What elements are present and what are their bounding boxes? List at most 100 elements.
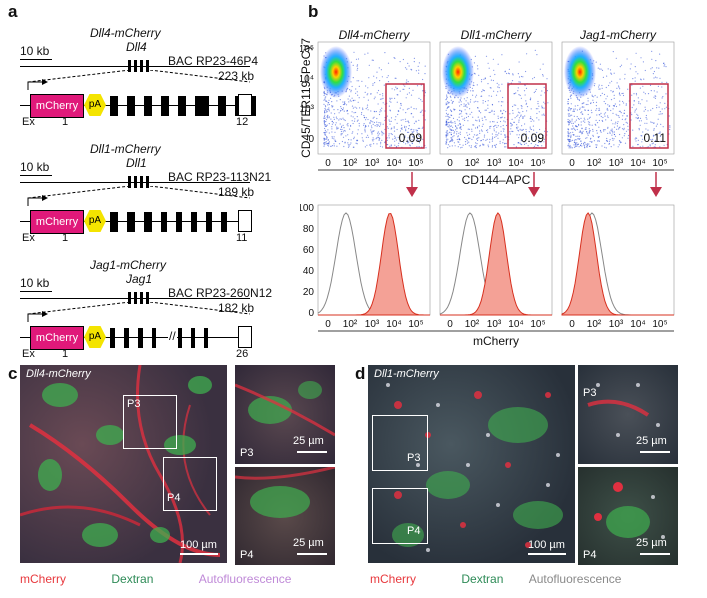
scatter-point: [472, 94, 474, 96]
scatter-point: [602, 116, 604, 119]
dll1-roi-p4-label: P4: [407, 525, 421, 537]
scatter-point: [634, 77, 636, 79]
scatter-point: [591, 94, 593, 96]
last-exon: [238, 94, 252, 116]
scatter-point: [327, 102, 329, 104]
scatter-point: [413, 122, 415, 124]
scatter-point: [503, 128, 505, 130]
scatter-point: [569, 119, 571, 121]
scatter-point: [572, 125, 574, 127]
scatter-point: [370, 143, 372, 145]
scatter-point: [366, 106, 368, 108]
scatter-point: [447, 122, 449, 124]
scatter-point: [495, 133, 497, 136]
scatter-point: [598, 88, 600, 90]
scatter-point: [325, 119, 328, 121]
scatter-point: [612, 132, 614, 134]
scatter-point: [637, 144, 639, 146]
scatter-point: [447, 106, 449, 108]
scatter-point: [381, 139, 383, 141]
scatter-point: [350, 139, 352, 141]
scatter-point: [467, 128, 469, 130]
scatter-point: [584, 119, 586, 121]
scatter-point: [653, 77, 655, 79]
scatter-point: [520, 129, 522, 131]
scatter-point: [389, 123, 391, 125]
scatter-point: [390, 144, 392, 146]
scatter-point: [624, 142, 627, 144]
scatter-point: [539, 68, 541, 70]
scatter-point: [620, 64, 623, 66]
scatter-point: [598, 136, 600, 138]
scatter-point: [490, 87, 492, 89]
scatter-point: [343, 103, 345, 106]
scatter-point: [587, 97, 589, 99]
scatter-point: [328, 110, 330, 112]
scatter-point: [503, 120, 505, 122]
scatter-point: [595, 101, 598, 103]
scatter-point: [521, 129, 524, 131]
scatter-point: [371, 139, 373, 141]
scatter-point: [606, 137, 608, 140]
scatter-point: [328, 109, 330, 111]
scatter-point: [388, 133, 390, 135]
scatter-point: [377, 132, 379, 134]
scatter-point: [516, 134, 518, 136]
scatter-point: [575, 135, 577, 137]
scatter-point: [586, 145, 588, 147]
scatter-point: [637, 139, 639, 141]
scatter-point: [331, 105, 333, 107]
scatter-point: [326, 137, 328, 139]
scatter-point: [459, 131, 461, 133]
scatter-point: [571, 147, 574, 149]
scatter-point: [642, 145, 644, 147]
scatter-point: [452, 129, 454, 131]
scatter-point: [493, 121, 495, 123]
scatter-point: [586, 137, 588, 139]
scatter-point: [349, 143, 351, 146]
scatter-point: [491, 103, 493, 106]
scatter-point: [420, 99, 422, 101]
scatter-point: [494, 145, 496, 147]
scatter-point: [324, 117, 326, 119]
scatter-point: [570, 140, 572, 142]
scatter-point: [522, 116, 524, 118]
scatter-point: [589, 130, 591, 132]
x-tick-label: 0: [447, 158, 453, 169]
x-tick-label: 10³: [365, 158, 380, 169]
scatter-point: [373, 130, 375, 132]
scatter-point: [493, 113, 495, 115]
scatter-point: [468, 141, 470, 143]
scatter-point: [542, 74, 544, 76]
scatter-point: [417, 65, 419, 67]
construct-0: Dll4-mCherry 10 kb Dll4 BAC RP23-46P4 22…: [0, 4, 300, 128]
scatter-point: [408, 92, 410, 94]
scatter-point: [380, 110, 382, 112]
scatter-point: [346, 124, 348, 126]
scatter-point: [570, 94, 573, 96]
scatter-point: [526, 53, 528, 55]
scatter-point: [455, 129, 457, 131]
scatter-point: [412, 116, 414, 118]
scatter-point: [367, 87, 369, 89]
scatter-point: [642, 85, 644, 87]
scatter-point: [465, 116, 468, 119]
scatter-point: [377, 136, 379, 138]
scatter-point: [454, 121, 456, 123]
scatter-point: [635, 71, 637, 73]
scatter-point: [591, 95, 593, 97]
dll1-cells: [386, 383, 563, 552]
scatter-point: [358, 125, 360, 127]
scatter-point: [450, 99, 452, 101]
scatter-point: [448, 131, 450, 133]
gate-box: [385, 83, 425, 149]
scatter-point: [613, 144, 615, 146]
scatter-point: [581, 131, 583, 133]
scatter-point: [615, 113, 617, 115]
scatter-point: [453, 131, 456, 133]
scatter-point: [445, 115, 447, 117]
scatter-point: [485, 109, 487, 111]
scatter-point: [394, 89, 396, 91]
scatter-point: [478, 125, 480, 127]
x-tick-label: 10²: [465, 158, 480, 169]
